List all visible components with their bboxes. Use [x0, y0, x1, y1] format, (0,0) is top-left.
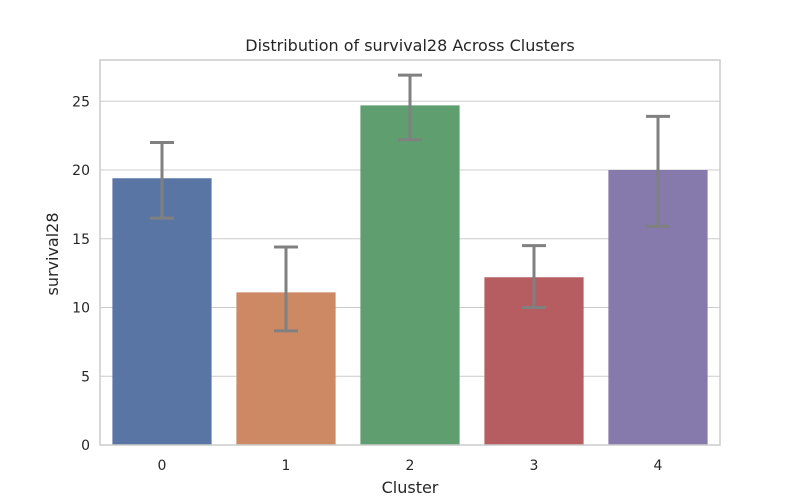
x-axis-label: Cluster: [382, 478, 439, 497]
y-tick-label: 0: [81, 438, 90, 454]
error-bars: [150, 73, 670, 333]
error-bar-cluster-2: [398, 73, 422, 142]
y-tick-labels: 0 5 10 15 20 25: [72, 94, 90, 454]
error-bar-cluster-1: [274, 245, 298, 333]
x-tick-label: 4: [654, 458, 663, 474]
y-tick-label: 20: [72, 163, 90, 179]
x-tick-label: 0: [158, 458, 167, 474]
x-tick-label: 1: [282, 458, 291, 474]
error-bar-cluster-3: [522, 244, 546, 309]
bar-cluster-0: [112, 178, 212, 445]
y-tick-label: 10: [72, 301, 90, 317]
plot-frame: [99, 59, 721, 446]
y-axis-label: survival28: [43, 212, 62, 295]
y-tick-label: 25: [72, 94, 90, 110]
y-tick-label: 15: [72, 232, 90, 248]
bars: [112, 105, 708, 445]
x-tick-labels: 0 1 2 3 4: [158, 458, 663, 474]
bar-cluster-2: [360, 105, 460, 445]
x-tick-label: 3: [530, 458, 539, 474]
chart-title: Distribution of survival28 Across Cluste…: [245, 36, 574, 55]
error-bar-cluster-4: [646, 114, 670, 228]
x-tick-label: 2: [406, 458, 415, 474]
y-tick-label: 5: [81, 369, 90, 385]
error-bar-cluster-0: [150, 141, 174, 220]
